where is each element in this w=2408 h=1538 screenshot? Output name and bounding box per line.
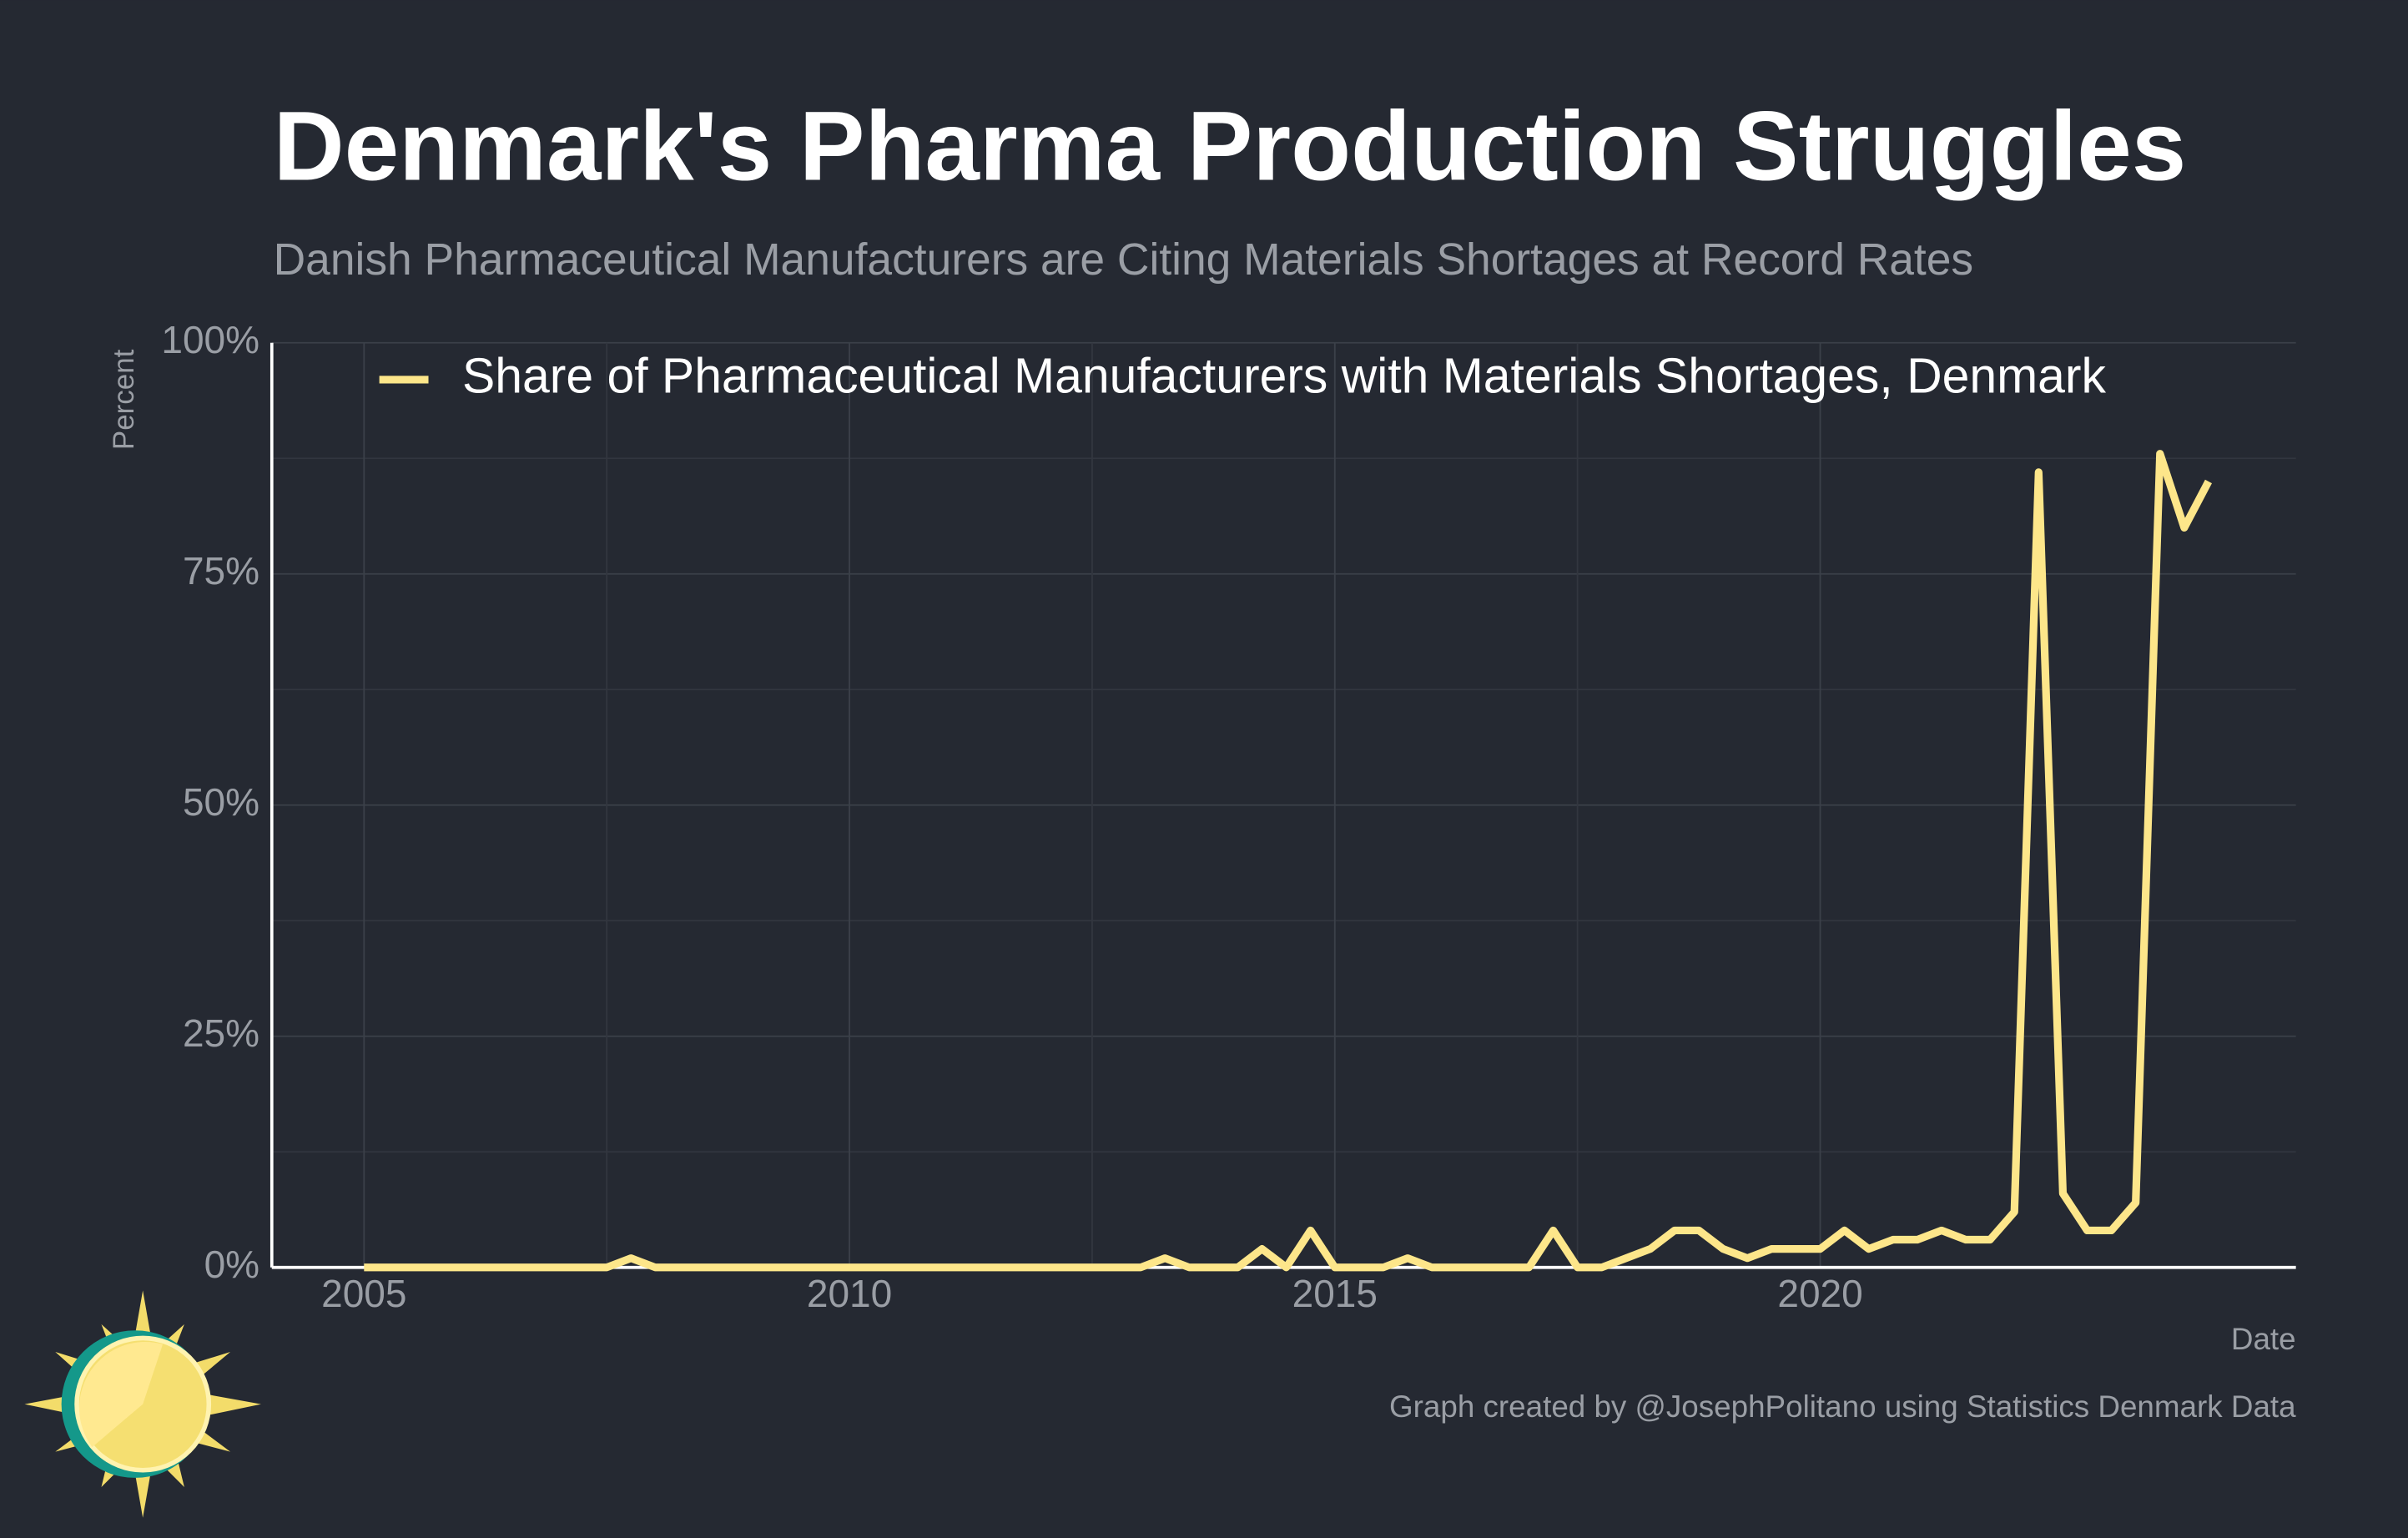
chart-subtitle: Danish Pharmaceutical Manufacturers are … bbox=[274, 235, 1973, 285]
x-axis-label: Date bbox=[2231, 1322, 2296, 1356]
legend-label: Share of Pharmaceutical Manufacturers wi… bbox=[462, 349, 2106, 403]
y-tick-label: 50% bbox=[183, 780, 259, 824]
x-tick-label: 2015 bbox=[1292, 1272, 1378, 1315]
y-tick-label: 0% bbox=[204, 1243, 259, 1286]
x-tick-label: 2010 bbox=[807, 1272, 892, 1315]
chart-title: Denmark's Pharma Production Struggles bbox=[274, 90, 2187, 200]
data-line bbox=[364, 450, 2213, 1272]
y-tick-label: 25% bbox=[183, 1011, 259, 1055]
grid bbox=[271, 341, 2296, 1268]
y-tick-label: 75% bbox=[183, 549, 259, 593]
y-tick-label: 100% bbox=[161, 318, 259, 361]
caption: Graph created by @JosephPolitano using S… bbox=[1389, 1389, 2296, 1424]
logo bbox=[24, 1290, 261, 1518]
y-axis-label: Percent bbox=[108, 349, 140, 450]
x-tick-label: 2005 bbox=[321, 1272, 406, 1315]
x-tick-label: 2020 bbox=[1777, 1272, 1862, 1315]
